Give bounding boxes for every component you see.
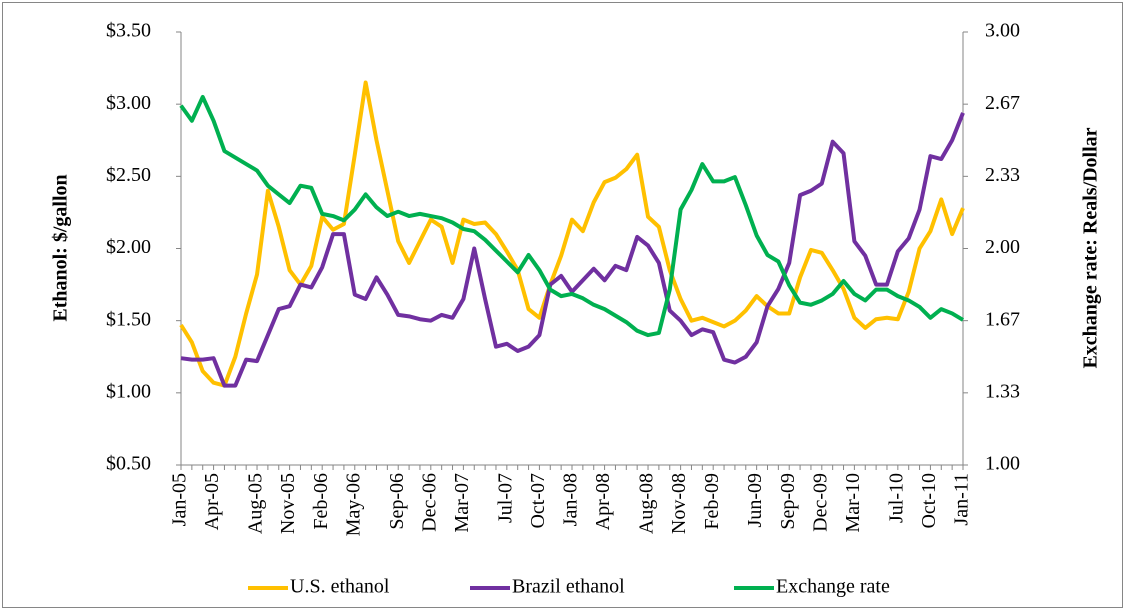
x-tick-label: Jul-10 [885,473,907,523]
series-line [179,80,965,388]
x-tick-label: Oct-10 [918,473,940,529]
series-line [180,112,965,388]
y-tick-label: $2.50 [106,164,151,186]
y-tick-label: $3.50 [106,20,151,42]
y2-tick-label: 2.33 [985,164,1020,186]
x-tick-label: Jan-05 [169,473,191,526]
y2-tick-label: 1.67 [985,308,1020,330]
x-tick-label: Nov-05 [277,473,299,534]
x-tick-label: May-06 [342,473,364,536]
x-tick-label: Jun-09 [744,473,766,527]
y2-axis-title: Exchange rate: Reals/Dollar [1080,127,1102,368]
x-tick-label: Apr-05 [201,473,223,530]
x-tick-label: Aug-08 [636,473,658,534]
x-tick-label: Mar-07 [451,473,473,533]
y-axis-title: Ethanol: $/gallon [50,174,72,321]
legend-label: Exchange rate [776,576,890,598]
x-tick-label: Feb-06 [310,473,332,530]
x-tick-label: Dec-06 [418,473,440,532]
y-tick-label: $3.00 [106,92,151,114]
x-tick-label: Mar-10 [842,473,864,533]
y2-tick-label: 2.67 [985,92,1020,114]
y-tick-label: $1.00 [106,380,151,402]
x-tick-label: Dec-09 [809,473,831,532]
series-line [179,94,965,338]
y2-tick-label: 1.00 [985,453,1020,475]
x-tick-label: Jan-08 [560,473,582,526]
y-tick-label: $0.50 [106,453,151,475]
x-tick-label: Aug-05 [245,473,267,534]
legend-label: Brazil ethanol [512,576,625,598]
x-tick-label: Nov-08 [668,473,690,534]
x-tick-label: Oct-07 [527,473,549,529]
y-tick-label: $2.00 [106,236,151,258]
y-tick-label: $1.50 [106,308,151,330]
x-tick-label: Jul-07 [494,473,516,523]
x-tick-label: Jan-11 [951,473,973,526]
y2-tick-label: 1.33 [985,380,1020,402]
x-tick-label: Feb-09 [701,473,723,530]
x-tick-label: Apr-08 [592,473,614,530]
y2-tick-label: 2.00 [985,236,1020,258]
legend-label: U.S. ethanol [290,576,390,598]
x-tick-label: Sep-09 [777,473,799,530]
x-tick-label: Sep-06 [386,473,408,530]
y2-tick-label: 3.00 [985,20,1020,42]
